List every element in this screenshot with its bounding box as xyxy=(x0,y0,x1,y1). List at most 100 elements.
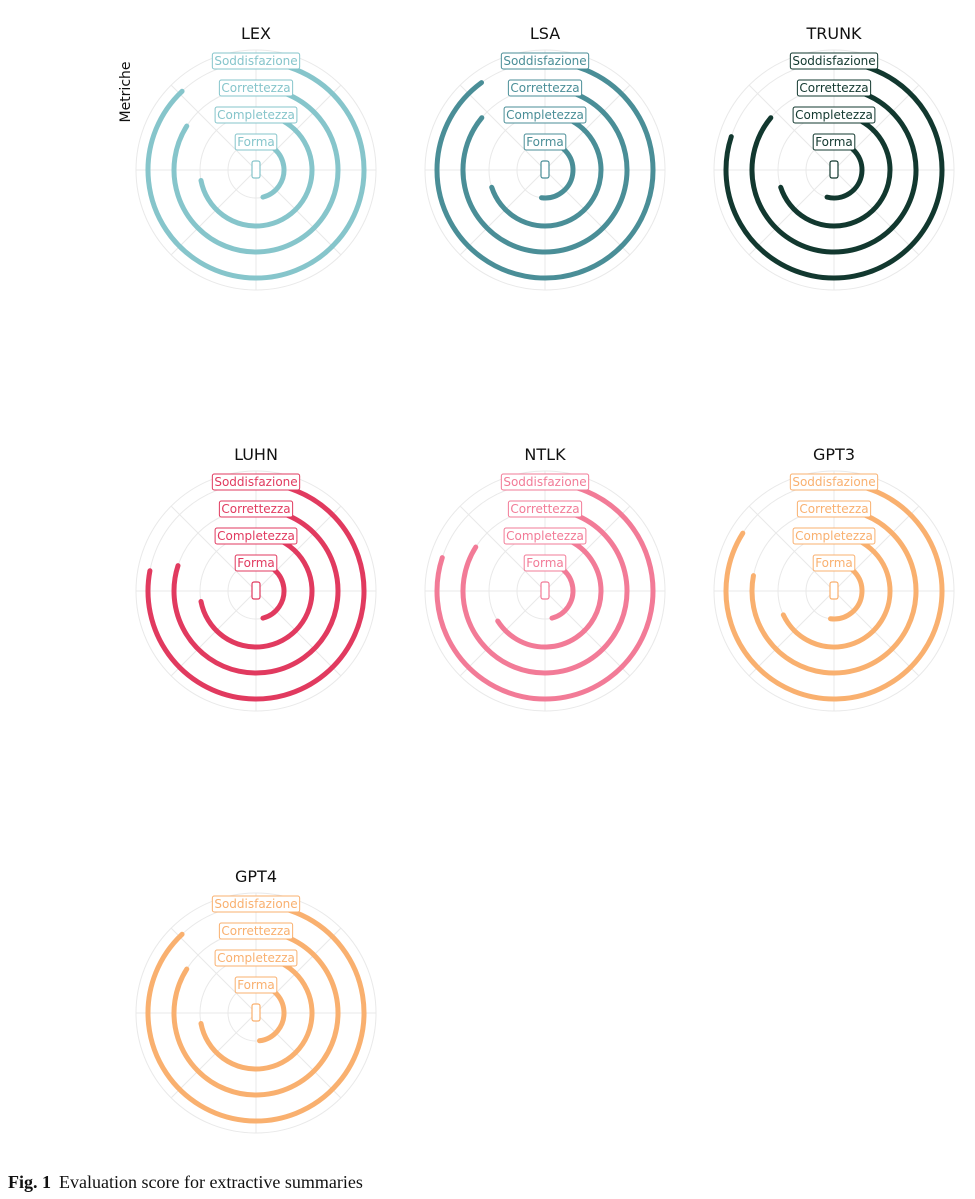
label-text: Completezza xyxy=(217,108,295,122)
category-label-correttezza: Correttezza xyxy=(796,500,872,518)
category-label-forma: Forma xyxy=(523,554,567,572)
grid-spoke xyxy=(255,590,342,677)
arc-correttezza xyxy=(171,506,341,676)
grid-spoke xyxy=(748,169,835,256)
grid-spoke xyxy=(833,169,920,256)
label-text: Soddisfazione xyxy=(214,475,297,489)
arc-correttezza xyxy=(460,506,630,676)
center-marker xyxy=(829,160,839,179)
arc-soddisfazione xyxy=(145,902,367,1124)
center-marker xyxy=(540,581,550,600)
center-marker xyxy=(251,581,261,600)
label-text: Forma xyxy=(237,556,275,570)
label-text: Soddisfazione xyxy=(792,54,875,68)
category-label-correttezza: Correttezza xyxy=(796,79,872,97)
category-label-soddisfazione: Soddisfazione xyxy=(211,895,301,913)
chart-title: LEX xyxy=(241,24,271,43)
figure-caption: Fig. 1 Evaluation score for extractive su… xyxy=(8,1172,363,1193)
category-label-soddisfazione: Soddisfazione xyxy=(789,473,879,491)
arc-correttezza xyxy=(171,928,341,1098)
grid-spoke xyxy=(255,169,342,256)
label-box xyxy=(211,895,301,913)
arc-soddisfazione xyxy=(723,59,945,281)
chart-ntlk: Forma Completezza Correttezza Soddisfazione… xyxy=(424,445,666,712)
arc-completezza xyxy=(198,111,315,229)
category-label-soddisfazione: Soddisfazione xyxy=(500,52,590,70)
grid-spoke xyxy=(459,505,546,592)
label-box xyxy=(234,976,278,994)
label-text: Forma xyxy=(237,135,275,149)
chart-title: NTLK xyxy=(524,445,566,464)
label-box xyxy=(507,500,583,518)
arc-completezza xyxy=(778,111,893,229)
label-text: Completezza xyxy=(217,529,295,543)
label-text: Completezza xyxy=(795,108,873,122)
label-text: Forma xyxy=(237,978,275,992)
label-text: Forma xyxy=(815,556,853,570)
arc-completezza xyxy=(489,111,604,229)
arc-completezza xyxy=(198,532,315,650)
arc-soddisfazione xyxy=(145,480,367,702)
grid-spoke xyxy=(170,169,257,256)
grid-spoke xyxy=(748,505,835,592)
category-label-soddisfazione: Soddisfazione xyxy=(211,473,301,491)
label-text: Soddisfazione xyxy=(503,475,586,489)
radial-bar-figure: Metriche Forma Completezza Correttezza Sodd… xyxy=(118,24,955,1134)
label-box xyxy=(218,922,294,940)
grid-spoke xyxy=(748,84,835,171)
arc-correttezza xyxy=(460,85,630,255)
center-marker xyxy=(251,160,261,179)
label-box xyxy=(500,473,590,491)
category-label-correttezza: Correttezza xyxy=(507,500,583,518)
chart-title: GPT4 xyxy=(235,867,277,886)
category-label-soddisfazione: Soddisfazione xyxy=(789,52,879,70)
category-label-correttezza: Correttezza xyxy=(218,79,294,97)
label-box xyxy=(234,133,278,151)
label-box xyxy=(211,52,301,70)
chart-title: TRUNK xyxy=(805,24,862,43)
arc-soddisfazione xyxy=(434,59,656,281)
label-text: Correttezza xyxy=(799,81,868,95)
chart-gpt4: Forma Completezza Correttezza Soddisfazione… xyxy=(135,867,377,1134)
category-label-completezza: Completezza xyxy=(214,527,298,545)
label-text: Completezza xyxy=(506,529,584,543)
arc-correttezza xyxy=(749,85,919,255)
chart-gpt3: Forma Completezza Correttezza Soddisfazione… xyxy=(713,445,955,712)
chart-trunk: Forma Completezza Correttezza Soddisfazione… xyxy=(713,24,955,291)
label-text: Forma xyxy=(526,135,564,149)
caption-label: Fig. 1 xyxy=(8,1172,51,1192)
label-box xyxy=(218,500,294,518)
category-label-completezza: Completezza xyxy=(792,527,876,545)
label-box xyxy=(503,106,587,124)
category-label-completezza: Completezza xyxy=(214,949,298,967)
label-box xyxy=(214,949,298,967)
grid-spoke xyxy=(255,1012,342,1099)
category-label-forma: Forma xyxy=(523,133,567,151)
grid-spoke xyxy=(544,590,631,677)
arc-correttezza xyxy=(171,85,341,255)
category-label-forma: Forma xyxy=(234,554,278,572)
category-label-soddisfazione: Soddisfazione xyxy=(500,473,590,491)
grid-spoke xyxy=(544,505,631,592)
label-box xyxy=(796,500,872,518)
grid-spoke xyxy=(544,169,631,256)
arc-completezza xyxy=(198,954,315,1072)
label-text: Completezza xyxy=(795,529,873,543)
center-marker xyxy=(829,581,839,600)
label-text: Correttezza xyxy=(221,924,290,938)
label-box xyxy=(812,133,856,151)
label-box xyxy=(503,527,587,545)
category-label-forma: Forma xyxy=(234,133,278,151)
chart-luhn: Forma Completezza Correttezza Soddisfazione… xyxy=(135,445,377,712)
grid-spoke xyxy=(459,169,546,256)
category-label-completezza: Completezza xyxy=(214,106,298,124)
y-axis-label: Metriche xyxy=(118,61,134,122)
chart-title: LUHN xyxy=(234,445,278,464)
category-label-completezza: Completezza xyxy=(792,106,876,124)
label-text: Completezza xyxy=(217,951,295,965)
center-marker xyxy=(540,160,550,179)
label-box xyxy=(523,554,567,572)
arc-completezza xyxy=(495,532,604,650)
grid-spoke xyxy=(170,84,257,171)
chart-lsa: Forma Completezza Correttezza Soddisfazione… xyxy=(424,24,666,291)
